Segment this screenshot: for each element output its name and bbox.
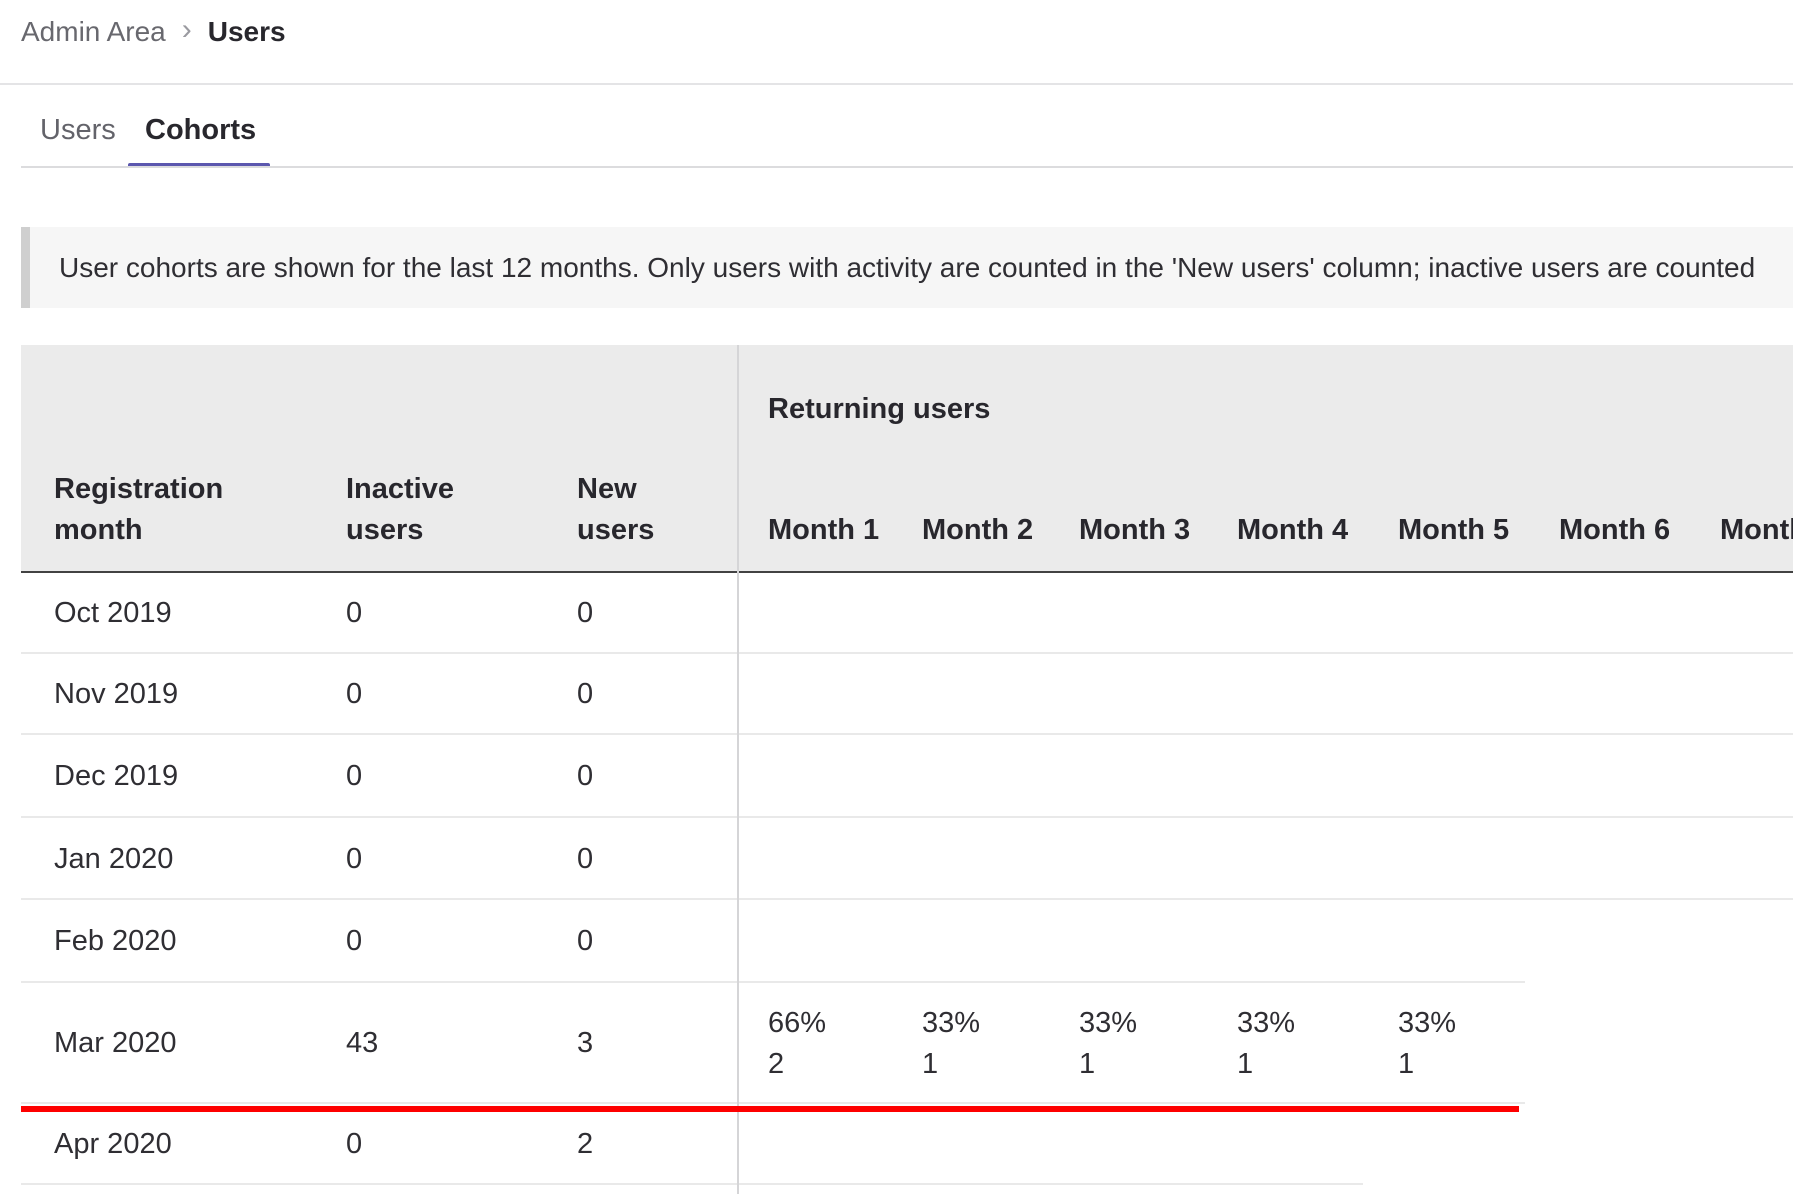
cell-new-users: 0 <box>577 597 594 629</box>
cell-new-users: 2 <box>577 1128 594 1160</box>
cell-inactive-users: 0 <box>346 760 363 792</box>
table-row: Nov 2019 0 0 <box>21 654 1793 735</box>
cell-inactive-users: 43 <box>346 1027 379 1059</box>
column-header-month-7: Month 7 <box>1720 514 1793 546</box>
cell-returning-month-3: 33% 1 <box>1079 1003 1191 1085</box>
row-divider <box>21 1102 1525 1104</box>
cohorts-info-text: User cohorts are shown for the last 12 m… <box>59 251 1756 283</box>
cell-registration-month: Oct 2019 <box>54 597 172 629</box>
cell-registration-month: Apr 2020 <box>54 1128 172 1160</box>
cell-registration-month: Feb 2020 <box>54 925 177 957</box>
returning-percent: 66% <box>768 1006 827 1039</box>
breadcrumb: Admin Area › Users <box>21 12 286 52</box>
cell-inactive-users: 0 <box>346 597 363 629</box>
cell-new-users: 0 <box>577 678 594 710</box>
cell-inactive-users: 0 <box>346 1128 363 1160</box>
cell-new-users: 0 <box>577 842 594 875</box>
tab-bar: Users Cohorts <box>0 104 1793 168</box>
row-divider <box>21 1183 1363 1185</box>
row-divider <box>21 981 1525 983</box>
cell-returning-month-1: 66% 2 <box>768 1003 880 1085</box>
returning-count: 1 <box>1079 1047 1096 1080</box>
returning-count: 1 <box>1237 1047 1254 1080</box>
table-row: Mar 2020 43 3 66% 2 33% 1 33% 1 33% 1 33… <box>21 983 1793 1104</box>
breadcrumb-admin-area[interactable]: Admin Area <box>21 16 166 47</box>
column-header-registration-month: Registration month <box>54 473 224 546</box>
cell-returning-month-2: 33% 1 <box>922 1003 1034 1085</box>
returning-percent: 33% <box>1237 1006 1296 1039</box>
column-header-month-6: Month 6 <box>1559 514 1671 546</box>
column-header-new-users: New users <box>577 473 655 546</box>
chevron-right-icon: › <box>181 13 192 46</box>
table-row: Dec 2019 0 0 <box>21 735 1793 818</box>
returning-percent: 33% <box>1398 1006 1457 1039</box>
cell-inactive-users: 0 <box>346 678 363 710</box>
cell-registration-month: Nov 2019 <box>54 678 179 710</box>
tabs-divider <box>21 166 1793 168</box>
cell-registration-month: Jan 2020 <box>54 842 174 875</box>
cell-registration-month: Mar 2020 <box>54 1027 177 1059</box>
returning-percent: 33% <box>1079 1006 1138 1039</box>
row-divider <box>21 652 1793 654</box>
cell-new-users: 3 <box>577 1027 594 1059</box>
cell-new-users: 0 <box>577 925 594 957</box>
tab-users[interactable]: Users <box>40 114 116 146</box>
column-header-month-2: Month 2 <box>922 514 1034 546</box>
returning-count: 1 <box>1398 1047 1415 1080</box>
returning-count: 2 <box>768 1047 785 1080</box>
breadcrumb-users: Users <box>207 16 286 47</box>
column-header-inactive-users: Inactive users <box>346 473 454 546</box>
column-header-month-5: Month 5 <box>1398 514 1510 546</box>
cell-registration-month: Dec 2019 <box>54 760 179 792</box>
table-header: Returning users Registration month Inact… <box>21 345 1793 573</box>
row-divider <box>21 898 1793 900</box>
returning-users-group-header: Returning users <box>768 393 991 425</box>
table-row: Jan 2020 0 0 <box>21 818 1793 900</box>
cell-inactive-users: 0 <box>346 925 363 957</box>
row-divider <box>21 733 1793 735</box>
returning-percent: 33% <box>922 1006 981 1039</box>
returning-count: 1 <box>922 1047 939 1080</box>
cell-returning-month-4: 33% 1 <box>1237 1003 1349 1085</box>
annotation-red-underline <box>21 1106 1519 1112</box>
table-row: Apr 2020 0 2 <box>21 1104 1793 1185</box>
cell-inactive-users: 0 <box>346 842 363 875</box>
breadcrumb-divider <box>0 83 1793 85</box>
table-row: Feb 2020 0 0 <box>21 900 1793 983</box>
active-tab-indicator <box>128 163 270 168</box>
row-divider <box>21 816 1793 818</box>
cell-returning-month-5: 33% 1 <box>1398 1003 1510 1085</box>
cohorts-info-banner: User cohorts are shown for the last 12 m… <box>21 227 1793 308</box>
table-section-divider <box>737 345 739 1194</box>
column-header-month-3: Month 3 <box>1079 514 1191 546</box>
tab-cohorts[interactable]: Cohorts <box>145 114 257 146</box>
column-header-month-4: Month 4 <box>1237 514 1349 546</box>
table-row: Oct 2019 0 0 <box>21 573 1793 654</box>
cell-new-users: 0 <box>577 760 594 792</box>
cohorts-table: Returning users Registration month Inact… <box>21 345 1793 1194</box>
column-header-month-1: Month 1 <box>768 514 880 546</box>
